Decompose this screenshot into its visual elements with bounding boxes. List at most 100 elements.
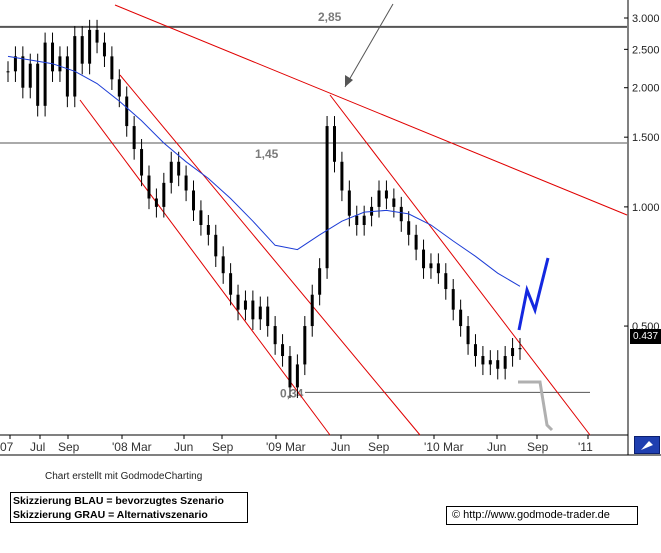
candle-body xyxy=(466,326,470,345)
scenario-legend: Skizzierung BLAU = bevorzugtes Szenario … xyxy=(10,492,248,523)
candle-body xyxy=(199,210,203,225)
legend-blue-scenario: Skizzierung BLAU = bevorzugtes Szenario xyxy=(13,495,224,507)
candle-body xyxy=(355,215,359,225)
level-label: 2,85 xyxy=(318,10,342,24)
candle-body xyxy=(214,234,218,257)
candle-body xyxy=(444,273,448,290)
candle-body xyxy=(288,356,292,388)
candle-body xyxy=(258,306,262,320)
gray-scenario-path xyxy=(518,380,554,432)
x-tick-label: 07 xyxy=(0,440,14,454)
candle-body xyxy=(6,71,10,73)
candle-body xyxy=(473,344,477,357)
x-tick-label: '08 Mar xyxy=(112,440,152,454)
candle-body xyxy=(340,161,344,191)
trend-line xyxy=(114,4,628,216)
candle-body xyxy=(392,198,396,207)
legend-gray-scenario: Skizzierung GRAU = Alternativszenario xyxy=(13,509,208,521)
candle-body xyxy=(243,300,247,310)
moving-average-line xyxy=(7,55,521,287)
x-tick-label: '10 Mar xyxy=(424,440,464,454)
chart-tool-icon xyxy=(641,441,653,450)
candle-body xyxy=(154,198,158,207)
candle-body xyxy=(117,79,121,97)
candle-body xyxy=(51,42,55,72)
candle-body xyxy=(13,56,17,72)
candle-body xyxy=(518,348,522,350)
source-url[interactable]: © http://www.godmode-trader.de xyxy=(446,506,638,525)
candle-body xyxy=(429,263,433,269)
blue-scenario-path xyxy=(517,257,550,331)
y-tick-label: 2.500 xyxy=(632,44,660,56)
candle-body xyxy=(229,273,233,295)
candle-body xyxy=(377,190,381,207)
candle-body xyxy=(140,149,144,176)
y-tick-label: 3.000 xyxy=(632,13,660,25)
candle-body xyxy=(310,294,314,327)
candle-body xyxy=(192,190,196,211)
candle-body xyxy=(147,175,151,199)
candle-body xyxy=(511,348,515,357)
y-tick-label: 2.000 xyxy=(632,83,660,95)
chart-tool-button[interactable] xyxy=(634,436,660,454)
candle-body xyxy=(206,225,210,235)
candle-body xyxy=(407,221,411,235)
trend-line xyxy=(119,74,421,436)
candle-body xyxy=(488,360,492,365)
candle-body xyxy=(496,360,500,369)
candle-body xyxy=(251,300,255,320)
candle-body xyxy=(459,309,463,327)
trend-line xyxy=(329,94,591,436)
level-label: 1,45 xyxy=(255,147,279,161)
candle-body xyxy=(281,344,285,357)
candle-body xyxy=(481,356,485,365)
candle-body xyxy=(162,182,166,207)
candle-body xyxy=(36,63,40,106)
candle-body xyxy=(95,29,99,43)
candle-body xyxy=(414,234,418,250)
candle-body xyxy=(332,126,336,162)
candle-body xyxy=(65,56,69,97)
x-tick-label: Sep xyxy=(368,440,390,454)
annotation-arrowhead xyxy=(345,75,353,87)
candle-body xyxy=(362,215,366,225)
candle-body xyxy=(347,190,351,216)
x-tick-label: Jun xyxy=(331,440,350,454)
candle-body xyxy=(58,56,62,72)
candle-body xyxy=(21,56,25,88)
candle-body xyxy=(43,42,47,106)
candle-body xyxy=(169,161,173,183)
candle-body xyxy=(436,263,440,274)
level-label: 0,34 xyxy=(280,386,304,400)
candle-body xyxy=(177,161,181,176)
candle-body xyxy=(221,256,225,274)
candle-body xyxy=(102,42,106,57)
candle-body xyxy=(266,306,270,327)
x-tick-label: Jun xyxy=(174,440,193,454)
x-tick-label: Sep xyxy=(212,440,234,454)
candle-body xyxy=(318,268,322,295)
candle-body xyxy=(451,289,455,310)
candle-body xyxy=(325,126,329,269)
candle-body xyxy=(88,29,92,64)
y-tick-label: 1.500 xyxy=(632,132,660,144)
x-tick-label: Jul xyxy=(30,440,45,454)
plot-area xyxy=(0,0,627,435)
candle-body xyxy=(73,36,77,97)
candle-body xyxy=(80,36,84,64)
candle-body xyxy=(110,56,114,80)
last-price-tag: 0.437 xyxy=(630,329,661,344)
x-tick-label: Sep xyxy=(58,440,80,454)
candle-body xyxy=(125,96,129,127)
x-tick-label: '09 Mar xyxy=(266,440,306,454)
candle-body xyxy=(303,326,307,365)
candle-body xyxy=(273,326,277,345)
chart-credit: Chart erstellt mit GodmodeCharting xyxy=(45,471,203,482)
x-tick-label: Jun xyxy=(487,440,506,454)
candle-body xyxy=(28,63,32,88)
candle-body xyxy=(132,126,136,150)
candle-body xyxy=(295,364,299,388)
candle-body xyxy=(184,175,188,191)
candle-body xyxy=(503,356,507,369)
